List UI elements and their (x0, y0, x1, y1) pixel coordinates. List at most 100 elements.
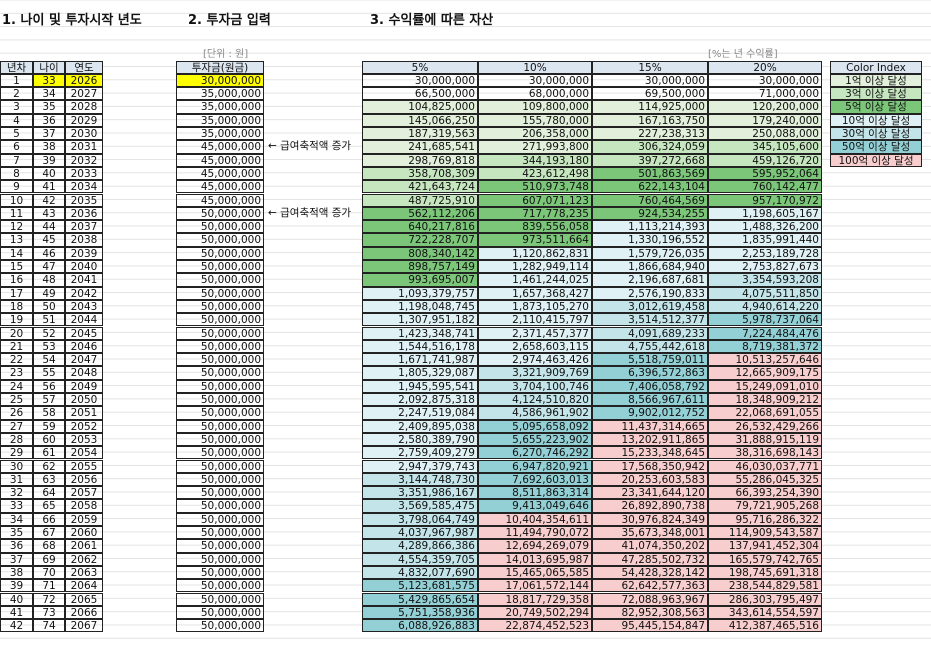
cell: 72 (33, 592, 65, 606)
cell: 2066 (65, 605, 103, 620)
cell: 104,825,000 (362, 100, 478, 114)
color-index-item: 100억 이상 달성 (830, 153, 922, 167)
cell: 4,832,077,690 (362, 565, 478, 580)
cell: 50,000,000 (176, 313, 264, 327)
cell: 12,694,269,079 (478, 539, 592, 553)
cell: 3,569,585,475 (362, 499, 478, 513)
cell: 50,000,000 (176, 246, 264, 260)
cell: 2030 (65, 127, 103, 141)
cell: 73 (33, 605, 65, 620)
cell: 2035 (65, 193, 103, 207)
cell: 50,000,000 (176, 299, 264, 314)
column-header: 5% (362, 60, 478, 74)
cell: 2062 (65, 552, 103, 566)
cell: 1,835,991,440 (708, 233, 822, 247)
cell: 1,093,379,757 (362, 286, 478, 300)
cell: 62 (33, 459, 65, 473)
cell: 5,095,658,092 (478, 419, 592, 433)
cell: 18,348,909,212 (708, 393, 822, 407)
cell: 5,518,759,011 (592, 353, 708, 367)
cell: 510,973,748 (478, 180, 592, 194)
cell: 44 (33, 220, 65, 234)
cell: 35,000,000 (176, 127, 264, 141)
cell: 286,303,795,497 (708, 592, 822, 606)
cell: 35,000,000 (176, 87, 264, 101)
cell: 4,124,510,820 (478, 393, 592, 407)
cell: 32 (0, 486, 33, 500)
cell: 2029 (65, 113, 103, 127)
cell: 65 (33, 499, 65, 513)
cell: 2033 (65, 166, 103, 181)
cell: 1,307,951,182 (362, 313, 478, 327)
cell: 298,769,818 (362, 153, 478, 167)
cell: 50,000,000 (176, 379, 264, 393)
cell: 67 (33, 526, 65, 540)
cell: 69,500,000 (592, 87, 708, 101)
color-index-item: 1억 이상 달성 (830, 73, 922, 88)
cell: 8 (0, 166, 33, 181)
cell: 40 (0, 592, 33, 606)
cell: 1,579,726,035 (592, 246, 708, 260)
cell: 50,000,000 (176, 326, 264, 340)
cell: 5,655,223,902 (478, 432, 592, 447)
cell: 50,000,000 (176, 206, 264, 221)
cell: 2060 (65, 526, 103, 540)
cell: 34 (0, 512, 33, 526)
cell: 46,030,037,771 (708, 459, 822, 473)
cell: 50,000,000 (176, 419, 264, 433)
column-header: 10% (478, 60, 592, 74)
cell: 2056 (65, 472, 103, 487)
cell: 11,494,790,072 (478, 526, 592, 540)
cell: 20,253,603,583 (592, 472, 708, 487)
cell: 1,198,605,167 (708, 206, 822, 221)
cell: 35,000,000 (176, 113, 264, 127)
cell: 120,200,000 (708, 100, 822, 114)
cell: 10,513,257,646 (708, 353, 822, 367)
cell: 57 (33, 393, 65, 407)
cell: 5,123,681,575 (362, 579, 478, 593)
column-header: 나이 (33, 60, 65, 74)
cell: 38 (33, 140, 65, 154)
cell: 2,974,463,426 (478, 353, 592, 367)
cell: 50,000,000 (176, 579, 264, 593)
cell: 562,112,206 (362, 206, 478, 221)
cell: 2054 (65, 446, 103, 460)
cell: 50,000,000 (176, 605, 264, 620)
cell: 30,000,000 (478, 73, 592, 88)
cell: 28 (0, 432, 33, 447)
cell: 2026 (65, 73, 103, 88)
cell: 50,000,000 (176, 353, 264, 367)
cell: 760,464,569 (592, 193, 708, 207)
cell: 1,805,329,087 (362, 366, 478, 380)
cell: 36 (0, 539, 33, 553)
cell: 2046 (65, 339, 103, 354)
cell: 4,075,511,850 (708, 286, 822, 300)
cell: 37 (0, 552, 33, 566)
cell: 30,976,824,349 (592, 512, 708, 526)
cell: 71,000,000 (708, 87, 822, 101)
cell: 5,978,737,064 (708, 313, 822, 327)
cell: 71 (33, 579, 65, 593)
cell: 241,685,541 (362, 140, 478, 154)
cell: 271,993,800 (478, 140, 592, 154)
cell: 6,947,820,921 (478, 459, 592, 473)
cell: 11,437,314,665 (592, 419, 708, 433)
cell: 47 (33, 260, 65, 274)
cell: 14 (0, 246, 33, 260)
cell: 56 (33, 379, 65, 393)
section-title: 1. 나이 및 투자시작 년도 (2, 13, 142, 28)
cell: 155,780,000 (478, 113, 592, 127)
cell: 95,445,154,847 (592, 619, 708, 633)
cell: 50,000,000 (176, 286, 264, 300)
cell: 179,240,000 (708, 113, 822, 127)
cell: 2,196,687,681 (592, 273, 708, 287)
cell: 31 (0, 472, 33, 487)
cell: 7,224,484,476 (708, 326, 822, 340)
cell: 1,423,348,741 (362, 326, 478, 340)
cell: 2041 (65, 273, 103, 287)
cell: 2067 (65, 619, 103, 633)
cell: 15,233,348,645 (592, 446, 708, 460)
column-header: 15% (592, 60, 708, 74)
unit-label: [단위 : 원] (203, 49, 249, 60)
cell: 238,544,829,581 (708, 579, 822, 593)
